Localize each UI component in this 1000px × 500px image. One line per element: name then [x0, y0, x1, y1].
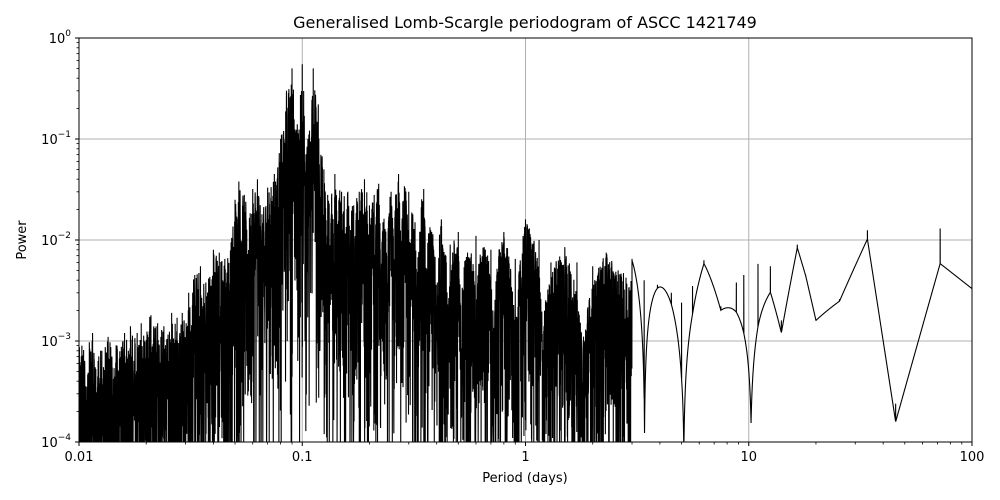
x-axis-label: Period (days): [482, 471, 568, 486]
y-tick-label: 10−2: [41, 231, 71, 249]
y-tick-base: 10: [41, 133, 58, 148]
x-tick-label: 10: [740, 450, 757, 465]
power-line: [79, 64, 972, 442]
y-axis-label: Power: [15, 220, 30, 260]
y-tick-exponent: 0: [65, 29, 71, 39]
y-tick-exponent: −3: [58, 332, 71, 342]
x-tick-label: 0.01: [65, 450, 94, 465]
y-tick-label: 10−4: [41, 433, 71, 451]
y-tick-base: 10: [49, 32, 66, 47]
y-tick-exponent: −4: [58, 433, 72, 443]
y-tick-base: 10: [41, 436, 58, 451]
y-tick-exponent: −1: [58, 130, 71, 140]
x-tick-label: 100: [960, 450, 985, 465]
x-tick-label: 0.1: [292, 450, 313, 465]
series-power: [79, 64, 972, 442]
x-tick-label: 1: [521, 450, 529, 465]
x-axis-ticks: 0.01 0.1 1 10 100: [65, 442, 985, 465]
chart-title: Generalised Lomb-Scargle periodogram of …: [293, 13, 757, 32]
y-tick-exponent: −2: [58, 231, 71, 241]
y-tick-label: 10−1: [41, 130, 71, 148]
y-tick-label: 100: [49, 29, 72, 47]
y-tick-label: 10−3: [41, 332, 71, 350]
y-tick-base: 10: [41, 234, 58, 249]
y-tick-base: 10: [41, 335, 58, 350]
